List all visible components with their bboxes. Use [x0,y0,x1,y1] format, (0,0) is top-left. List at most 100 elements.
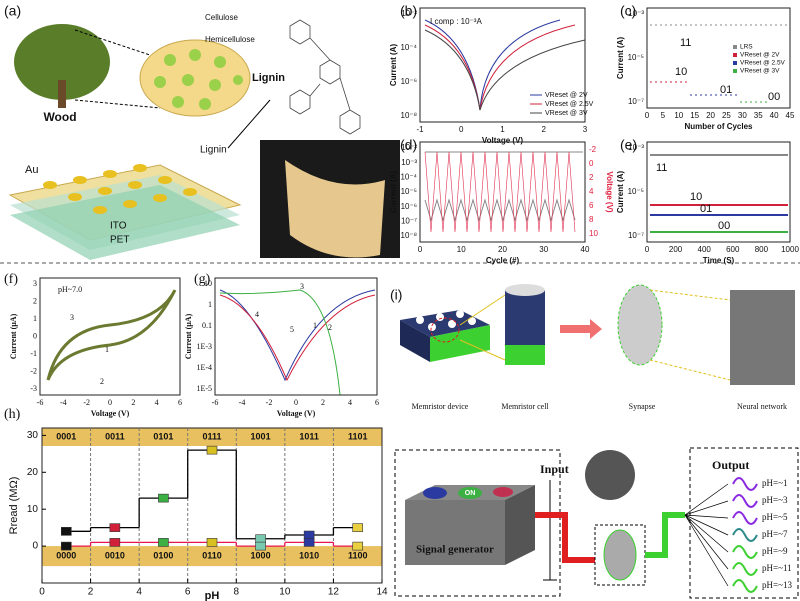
x-tick-label: 5 [661,111,666,120]
panel-label: (g) [194,272,211,287]
text: Lignin [200,145,227,156]
code-label: 0011 [105,431,125,441]
y-tick-label: -3 [30,384,37,393]
state-label: 11 [656,162,667,174]
flow: ON Signal generator Input Output [394,447,799,599]
output-label: pH=~13 [762,580,792,590]
y-tick-label: 1E-4 [196,363,212,372]
y-tick-label: -1 [30,349,37,358]
x-tick-label: 1000 [781,245,799,254]
x-axis-label: Time (S) [703,256,735,265]
state-label: 11 [680,37,691,49]
caption: Synapse [629,402,656,411]
code-label: 1011 [299,431,319,441]
code-label: 1100 [348,550,368,560]
legend-label: VReset @ 2.5V [740,60,786,67]
caption: Memristor cell [501,402,549,411]
wave [732,528,758,542]
marker [303,530,315,540]
text: Au [25,164,38,176]
x-tick-label: 3 [583,125,588,134]
arrow-label: 5 [290,325,294,334]
x-tick-label: 6 [185,587,191,598]
y2-tick-label: 8 [589,215,594,224]
arrow-label: 4 [255,310,259,319]
state-label: 01 [700,203,712,215]
x-tick-label: 4 [155,398,159,407]
panel-label: (e) [620,137,637,153]
output-label: pH=~5 [762,512,788,522]
x-tick-label: 2 [88,587,94,598]
wave [732,494,758,508]
y2-tick-label: 2 [589,173,594,182]
y-tick-label: 10⁻² [401,9,417,18]
plot-frame [646,141,791,243]
branch [684,483,729,516]
x-tick-label: 30 [738,111,747,120]
x-axis-label: pH [205,590,220,601]
x-tick-label: 45 [786,111,795,120]
y-tick-label: 10⁻⁸ [401,231,418,240]
marker [206,445,218,455]
x-tick-label: 35 [754,111,763,120]
x-tick-label: 0 [645,245,650,254]
state-label: 00 [718,220,730,232]
text: I comp : 10⁻³A [430,17,482,26]
y-axis-label: Current (μA) [184,313,193,359]
caption: Memristor device [412,402,469,411]
branch [684,500,729,516]
x-tick-label: 8 [234,587,240,598]
y-tick-label: 30 [27,430,39,441]
marker [255,534,266,544]
x-tick-label: 600 [726,245,740,254]
curves [424,151,576,233]
y-tick-label: 10⁻⁵ [401,187,417,196]
x-tick-label: 6 [178,398,182,407]
arrow-label: 1 [313,321,317,330]
wave [732,562,758,576]
y-tick-label: 10⁻⁴ [400,172,417,181]
legend-swatch [733,61,737,65]
wave [732,579,758,593]
marker [158,493,169,503]
marker [60,541,72,551]
x-tick-label: -2 [266,398,273,407]
text: Lignin [252,72,285,84]
y-tick-label: 10 [204,279,212,288]
y-tick-label: 1 [208,300,212,309]
x-axis-label: Cycle (#) [486,256,520,265]
y-axis-label: Current (A) [616,37,625,80]
text: ON [465,490,476,497]
y-axis-label: Current (A) [389,44,398,87]
output-label: pH=~7 [762,529,788,539]
y-tick-label: 10⁻³ [401,158,417,167]
y-tick-label: 0 [33,331,37,340]
y-tick-label: 3 [33,279,37,288]
x-tick-label: 12 [328,587,340,598]
x-tick-label: 15 [690,111,699,120]
legend-swatch [733,53,737,57]
curves [46,289,177,381]
code-label: 1010 [299,550,319,560]
output-label: pH=~3 [762,495,788,505]
x-axis-label: Voltage (V) [91,409,130,418]
curves [650,154,788,233]
x-tick-label: 40 [770,111,779,120]
y-tick-label: 10⁻⁵ [628,53,644,62]
state-label: 00 [768,91,780,103]
y-axis-label: Current (μA) [9,313,18,359]
marker [303,538,315,547]
marker [60,527,72,536]
y-tick-label: 10⁻⁴ [400,43,417,52]
y-axis-label: Rread (MΩ) [8,477,20,535]
legend-label: VReset @ 2V [740,52,780,59]
y-tick-label: 10⁻⁵ [628,187,644,196]
structure [289,19,361,135]
y-tick-label: 0 [32,541,38,552]
y-axis-label: Current (A) [389,171,398,214]
arrow-label: 3 [70,313,74,322]
layer [10,185,240,260]
arrow-label: 3 [300,282,304,291]
x-tick-label: 0 [459,125,464,134]
electrodes [43,164,197,214]
